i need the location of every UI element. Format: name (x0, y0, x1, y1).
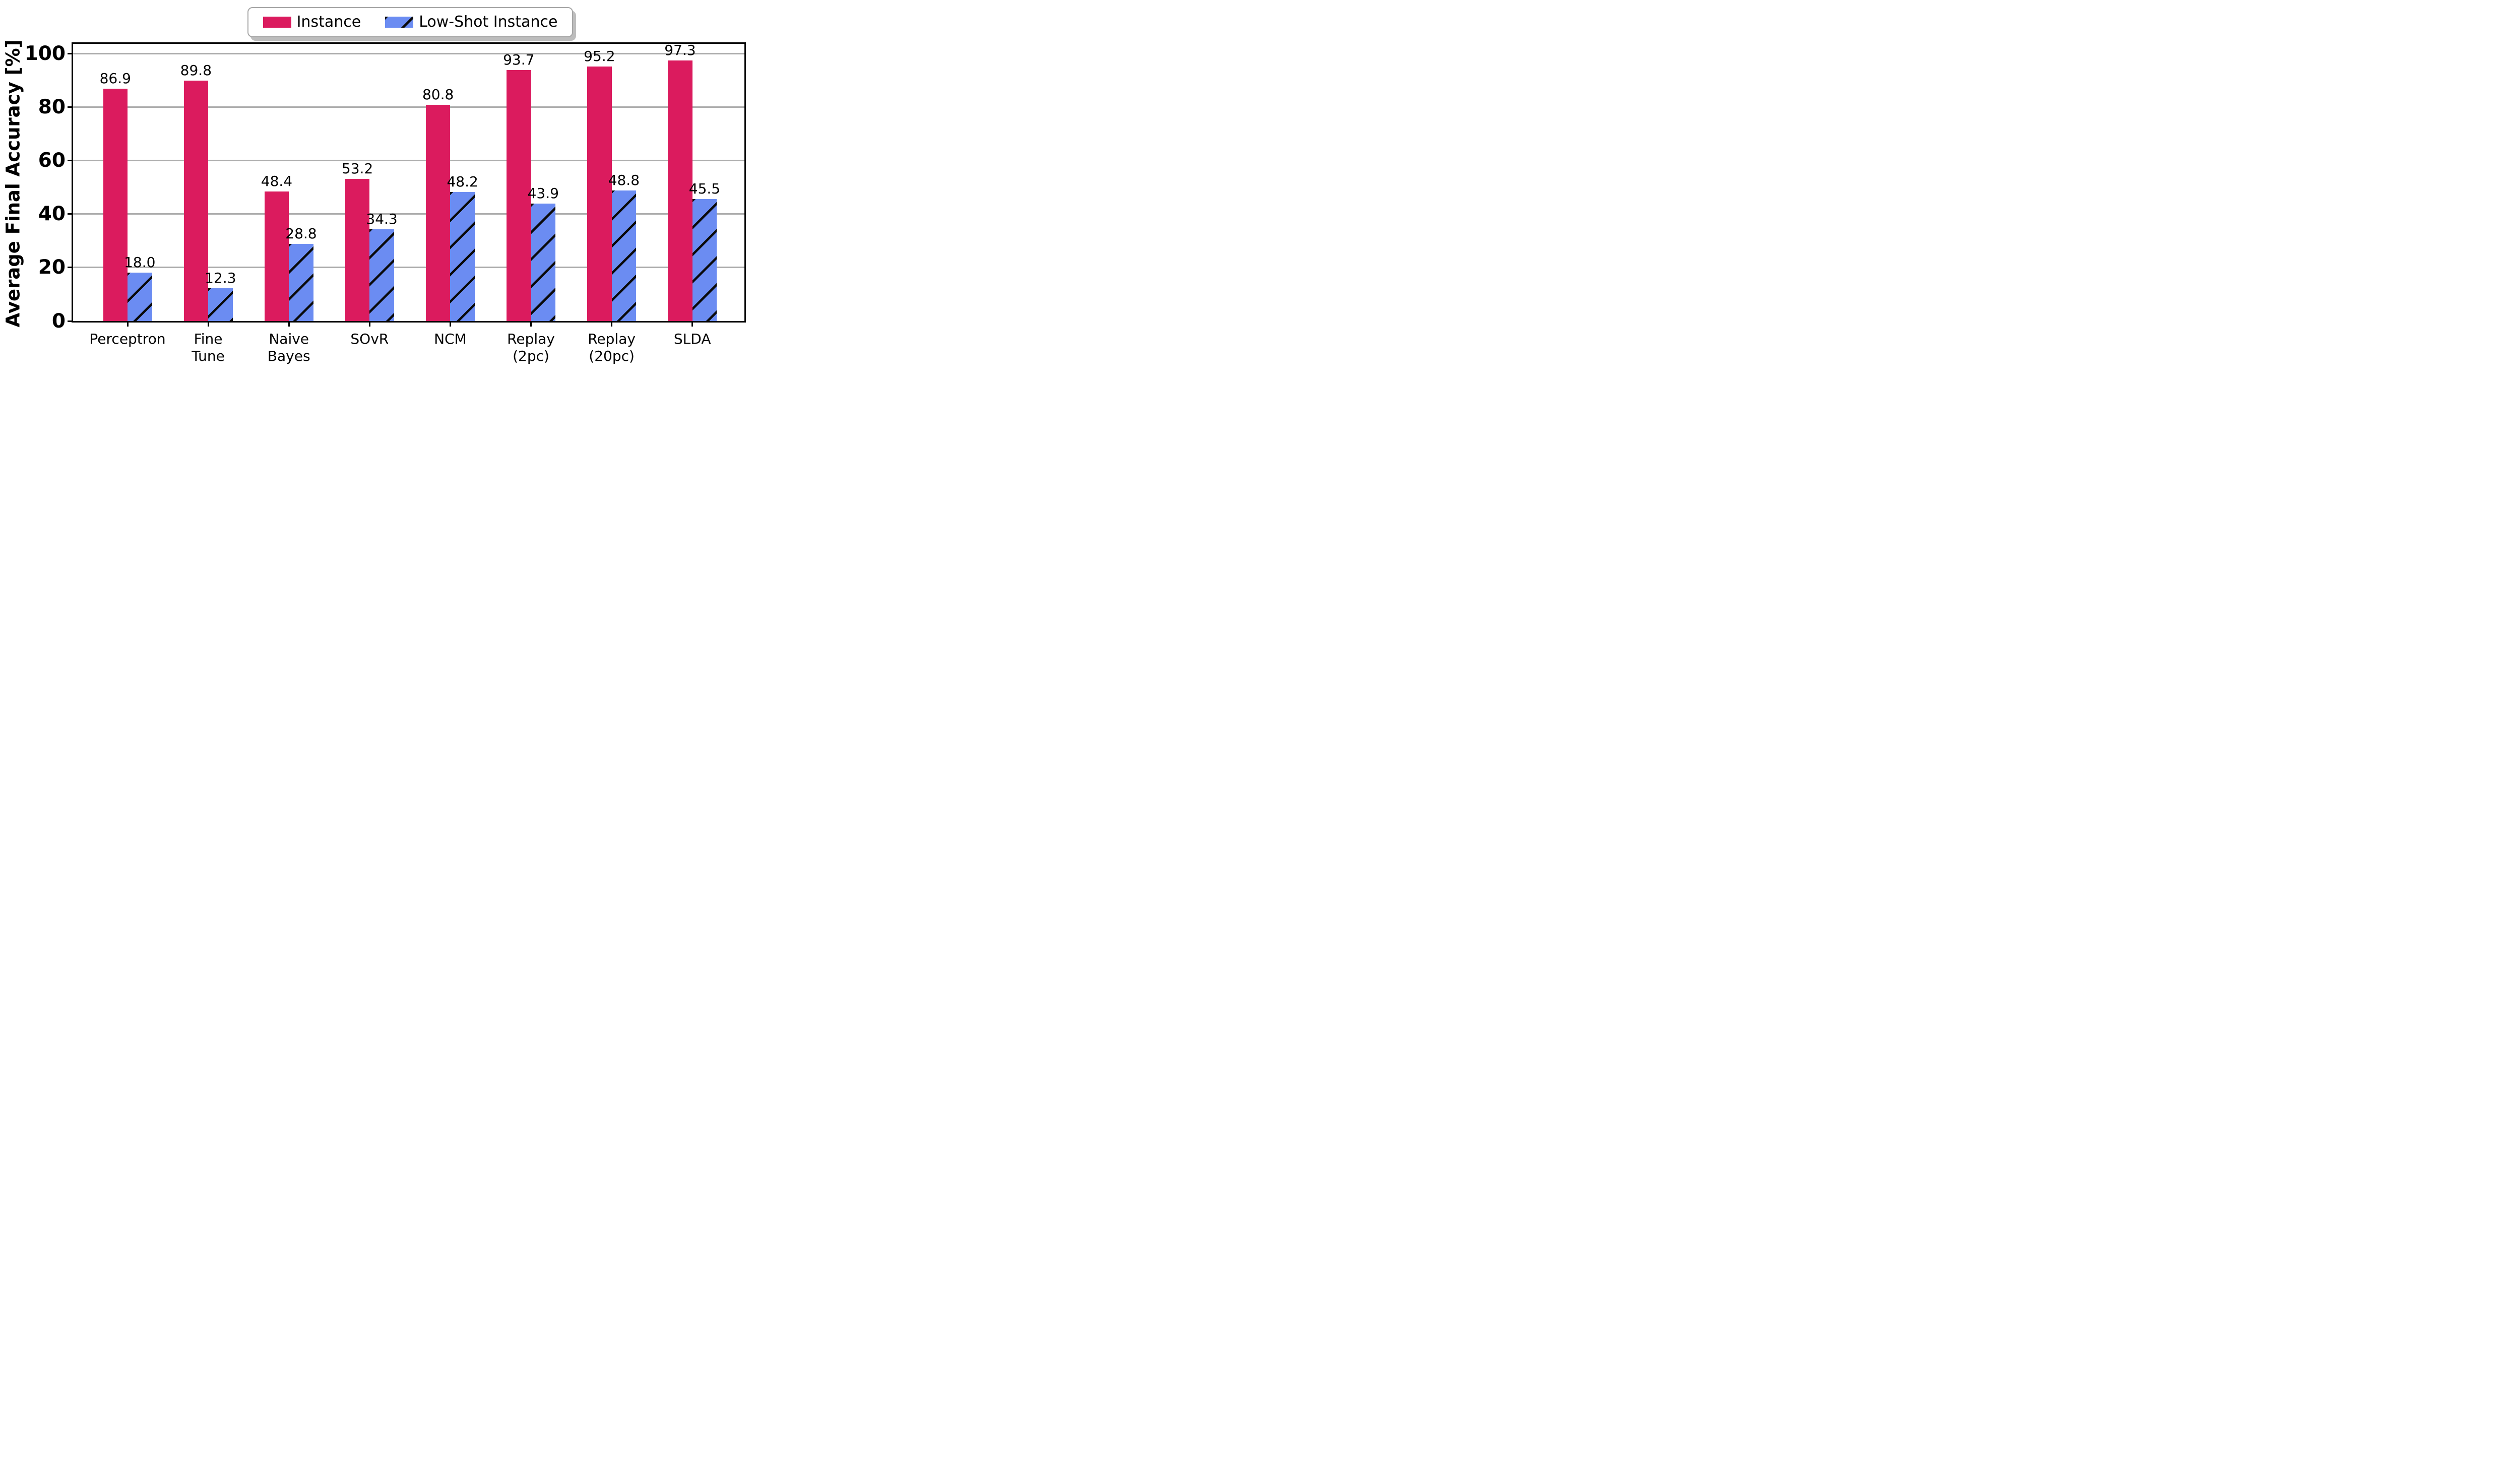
y-axis-title: Average Final Accuracy [%] (2, 39, 24, 328)
bar-value-label: 80.8 (422, 86, 454, 103)
bar-instance-7 (668, 60, 692, 321)
bar-low-shot-instance-1 (208, 288, 233, 321)
x-tick-label-0: Perceptron (89, 331, 166, 347)
bar-low-shot-instance-3 (369, 229, 394, 321)
x-tick-5 (530, 322, 532, 327)
y-tick-60 (68, 159, 72, 161)
legend-swatch-low-shot-instance (385, 17, 414, 28)
bar-instance-3 (345, 178, 370, 321)
bar-low-shot-instance-5 (531, 203, 555, 321)
bar-value-label: 86.9 (99, 70, 131, 87)
bar-value-label: 18.0 (124, 254, 156, 271)
bar-value-label: 97.3 (664, 42, 696, 59)
bar-low-shot-instance-6 (611, 190, 637, 321)
bar-value-label: 34.3 (366, 210, 398, 227)
y-tick-40 (68, 213, 72, 215)
bar-instance-5 (507, 70, 531, 321)
legend-entry-instance: Instance (263, 14, 361, 30)
bar-value-label: 93.7 (503, 51, 535, 69)
bar-instance-2 (264, 191, 289, 321)
bar-value-label: 89.8 (180, 62, 212, 79)
y-tick-label-20: 20 (38, 256, 66, 279)
bar-instance-6 (587, 66, 612, 321)
y-tick-0 (68, 320, 72, 322)
bar-value-label: 48.4 (261, 173, 293, 189)
x-tick-0 (127, 322, 129, 327)
bar-value-label: 12.3 (205, 269, 236, 286)
y-tick-label-100: 100 (24, 42, 66, 65)
y-tick-80 (68, 106, 72, 108)
x-tick-7 (691, 322, 694, 327)
bar-instance-0 (103, 88, 128, 321)
gridline-40 (73, 213, 744, 215)
x-tick-label-4: NCM (434, 331, 467, 347)
bar-value-label: 43.9 (527, 184, 559, 202)
gridline-60 (73, 159, 744, 161)
legend-label-low-shot-instance: Low-Shot Instance (419, 13, 558, 31)
bar-instance-1 (183, 81, 209, 321)
legend-entry-low-shot-instance: Low-Shot Instance (385, 14, 557, 30)
bar-value-label: 48.2 (447, 173, 478, 190)
x-tick-4 (449, 322, 451, 327)
bar-low-shot-instance-7 (692, 199, 717, 321)
bar-instance-4 (425, 104, 451, 321)
x-tick-label-5: Replay (2pc) (507, 331, 555, 364)
x-tick-label-2: Naive Bayes (267, 331, 310, 364)
x-tick-1 (207, 322, 209, 327)
bar-value-label: 53.2 (341, 160, 373, 177)
y-tick-100 (68, 52, 72, 54)
y-tick-label-80: 80 (38, 95, 66, 118)
plot-area: 86.9 89.8 48.4 53.2 80.8 93.7 95.2 97.3 18.0 12.3… (73, 42, 744, 321)
y-tick-label-0: 0 (51, 309, 66, 333)
gridline-20 (73, 267, 744, 269)
x-tick-label-6: Replay (20pc) (588, 331, 636, 364)
legend-label-instance: Instance (296, 13, 361, 31)
y-tick-20 (68, 267, 72, 269)
bar-value-label: 48.8 (608, 171, 640, 188)
bar-value-label: 28.8 (285, 225, 317, 242)
y-tick-label-40: 40 (38, 203, 66, 226)
bar-low-shot-instance-2 (289, 244, 313, 321)
x-tick-label-1: Fine Tune (192, 331, 225, 364)
x-tick-3 (368, 322, 370, 327)
x-tick-6 (611, 322, 613, 327)
gridline-80 (73, 106, 744, 108)
bar-chart-figure: Average Final Accuracy [%] 86.9 89.8 48.4 5… (0, 0, 750, 369)
gridline-100 (73, 52, 744, 54)
legend-swatch-instance (263, 17, 291, 28)
bar-value-label: 45.5 (688, 180, 721, 198)
bar-value-label: 95.2 (584, 47, 615, 65)
x-tick-label-7: SLDA (673, 331, 711, 347)
bar-low-shot-instance-0 (128, 273, 152, 321)
y-tick-label-60: 60 (38, 149, 66, 172)
x-tick-label-3: SOvR (350, 331, 389, 347)
legend: Instance Low-Shot Instance (247, 7, 573, 37)
x-tick-2 (288, 322, 290, 327)
bar-low-shot-instance-4 (450, 192, 475, 321)
